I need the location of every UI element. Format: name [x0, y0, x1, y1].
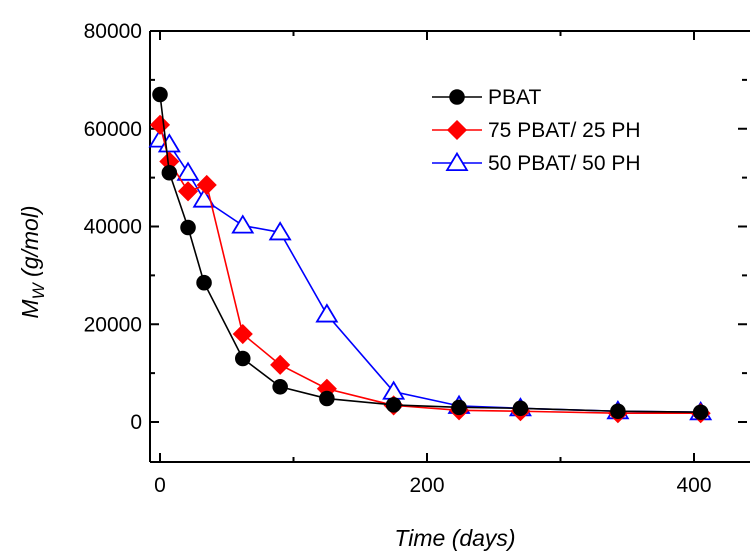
- data-point-triangle: [231, 214, 255, 234]
- y-tick-label: 40000: [84, 216, 142, 239]
- legend-label: 75 PBAT/ 25 PH: [488, 119, 641, 142]
- y-tick-label: 80000: [84, 20, 142, 43]
- legend-label: 50 PBAT/ 50 PH: [488, 152, 641, 175]
- data-point-circle: [196, 274, 212, 291]
- series-0: [152, 86, 709, 420]
- series-layer: [148, 86, 713, 424]
- legend-label: PBAT: [488, 86, 541, 109]
- legend-item-0: PBAT: [432, 86, 541, 109]
- y-axis-title: MW (g/mol): [17, 205, 48, 318]
- x-tick-label: 200: [409, 474, 444, 497]
- legend: PBAT 75 PBAT/ 25 PH 50 PBAT/ 50 PH: [432, 86, 641, 175]
- x-tick-label: 400: [676, 474, 711, 497]
- data-point-circle: [319, 390, 335, 407]
- data-point-circle: [235, 350, 251, 367]
- data-point-diamond: [232, 323, 253, 345]
- data-point-circle: [152, 86, 168, 103]
- data-point-diamond: [446, 119, 468, 141]
- data-point-triangle: [176, 161, 200, 181]
- data-point-circle: [385, 397, 402, 413]
- legend-item-1: 75 PBAT/ 25 PH: [432, 119, 641, 142]
- x-tick-label: 0: [154, 474, 166, 497]
- series-line: [159, 94, 701, 414]
- data-point-diamond: [270, 354, 291, 375]
- y-tick-label: 0: [130, 411, 142, 434]
- y-axis-title-unit: (g/mol): [17, 205, 43, 283]
- data-point-circle: [610, 403, 626, 420]
- data-point-circle: [272, 379, 288, 395]
- series-line: [159, 138, 701, 414]
- data-point-triangle: [315, 303, 339, 323]
- data-point-triangle: [192, 188, 216, 208]
- data-point-circle: [161, 164, 178, 181]
- y-tick-label: 20000: [84, 313, 142, 336]
- data-point-circle: [451, 399, 467, 416]
- data-point-circle: [512, 400, 529, 417]
- legend-item-2: 50 PBAT/ 50 PH: [432, 151, 641, 175]
- data-point-circle: [449, 89, 465, 105]
- data-point-circle: [692, 404, 709, 420]
- axes: 0 200 400 0 20000 40000 60000 80000: [84, 20, 747, 497]
- y-axis-title-main: M: [17, 299, 43, 319]
- data-point-triangle: [445, 151, 469, 171]
- data-point-diamond: [149, 114, 171, 135]
- plot-frame: [149, 30, 750, 463]
- data-point-triangle: [268, 221, 292, 241]
- data-point-diamond: [177, 181, 199, 202]
- y-tick-label: 60000: [84, 118, 142, 141]
- x-axis-title: Time (days): [394, 525, 515, 551]
- data-point-circle: [180, 219, 196, 236]
- data-point-diamond: [196, 174, 217, 196]
- y-axis-title-subscript: W: [29, 281, 48, 299]
